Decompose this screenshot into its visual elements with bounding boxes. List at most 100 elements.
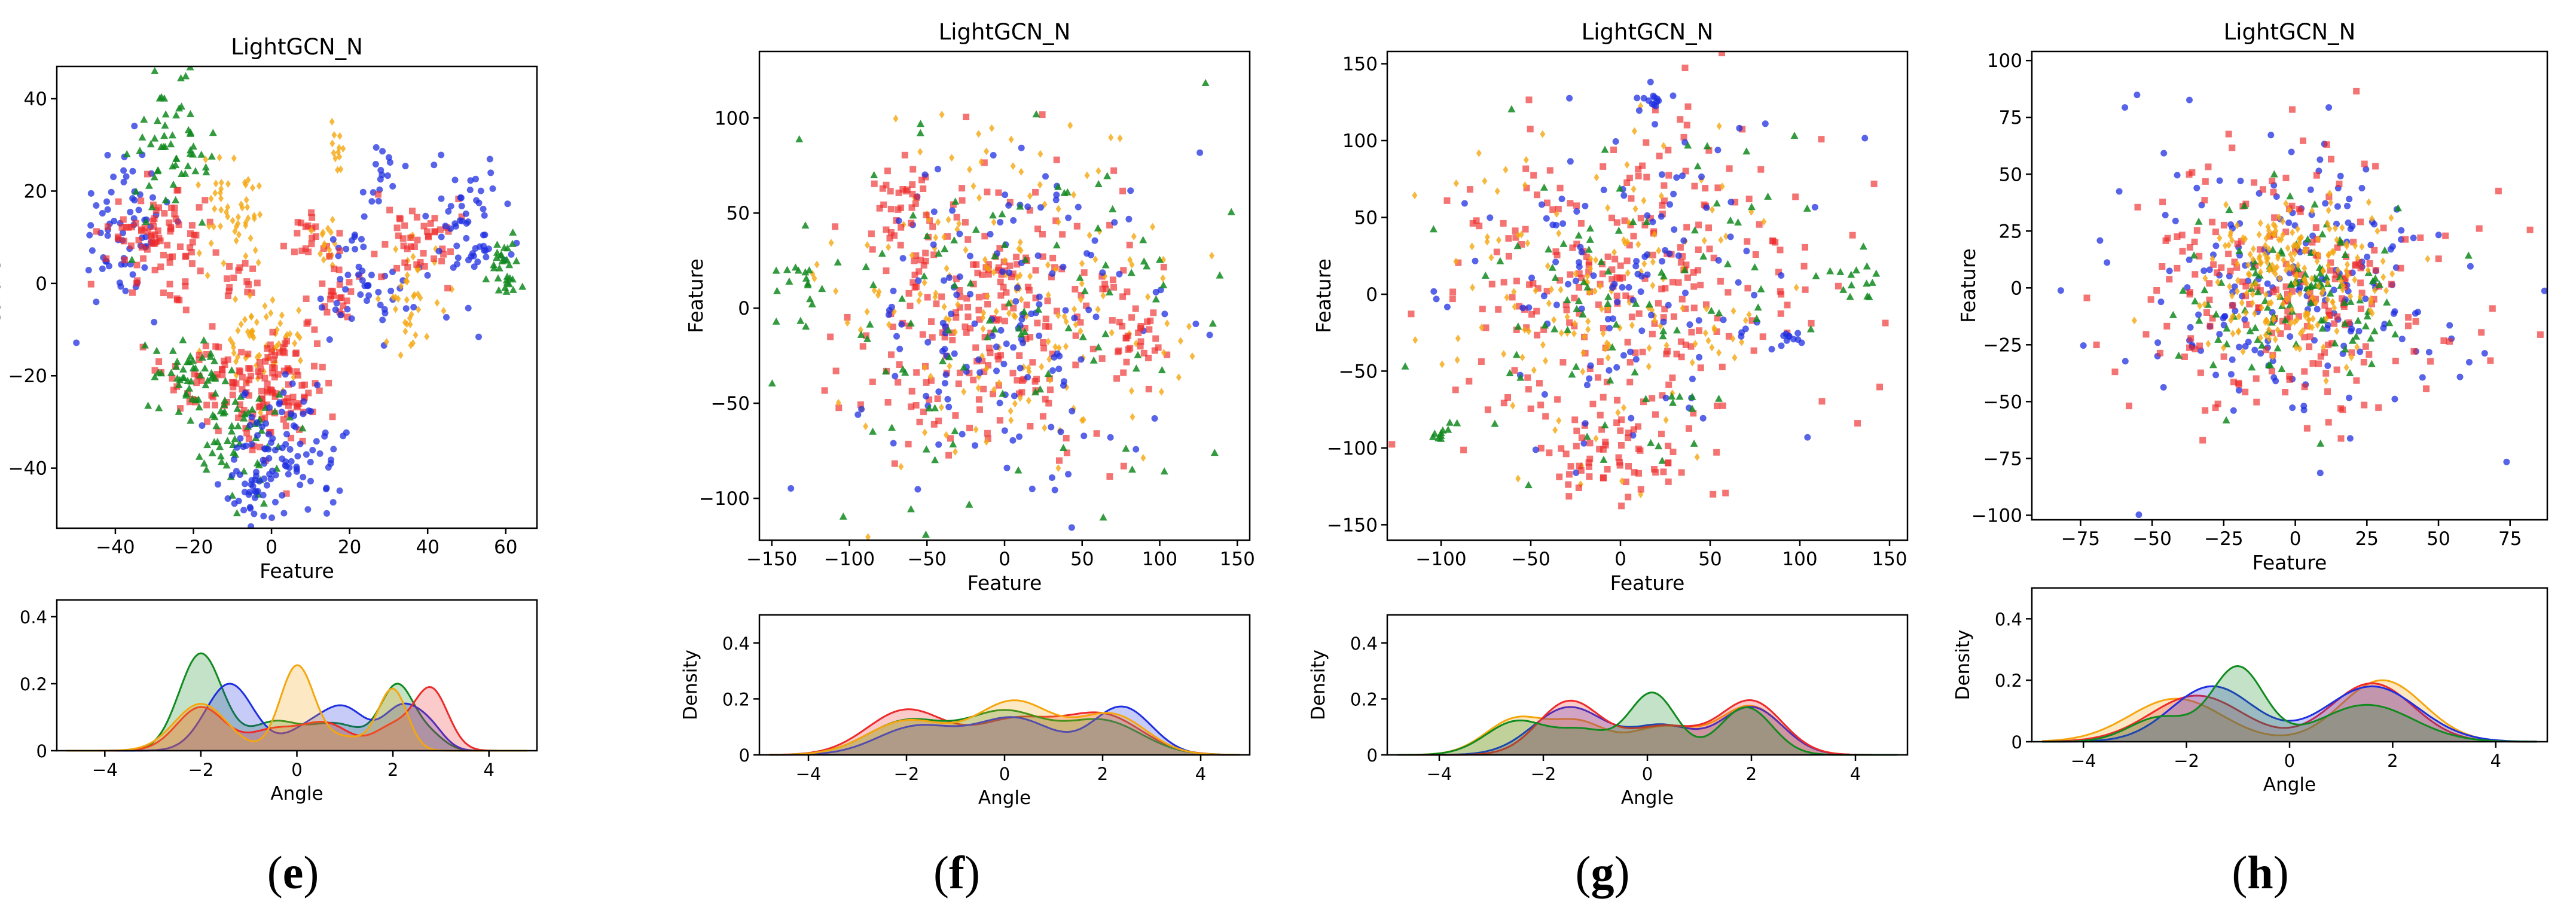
blue-point <box>1116 270 1123 278</box>
blue-point <box>483 254 490 261</box>
blue-point <box>243 442 249 449</box>
orange-point <box>2302 264 2308 273</box>
y-tick-label: 50 <box>727 203 750 224</box>
red-point <box>347 288 355 295</box>
orange-point <box>250 184 255 192</box>
blue-point <box>997 219 1004 226</box>
red-point <box>245 435 252 443</box>
panel-label: (f) <box>933 846 980 898</box>
orange-point <box>398 351 404 360</box>
blue-point <box>443 314 450 321</box>
y-tick-label: −40 <box>8 458 47 480</box>
red-point <box>2178 231 2186 239</box>
blue-point <box>2419 374 2426 381</box>
orange-point <box>2288 250 2294 258</box>
blue-point <box>997 327 1005 334</box>
blue-point <box>2285 219 2293 226</box>
green-point <box>951 426 959 434</box>
red-point <box>2134 203 2141 211</box>
orange-point <box>1571 330 1577 338</box>
red-point <box>144 170 151 178</box>
green-point <box>185 358 194 365</box>
red-point <box>1455 259 1462 266</box>
blue-point <box>127 209 134 215</box>
red-point <box>908 403 915 410</box>
red-point <box>2282 283 2290 290</box>
orange-point <box>2266 265 2272 273</box>
green-point <box>1734 218 1742 226</box>
orange-point <box>2227 282 2233 291</box>
blue-point <box>1051 486 1058 493</box>
red-point <box>1678 354 1685 361</box>
green-point <box>2326 289 2334 297</box>
blue-point <box>1798 339 1805 346</box>
orange-point <box>1552 426 1558 434</box>
red-point <box>1616 275 1623 282</box>
orange-point <box>2287 206 2292 214</box>
red-point <box>2199 437 2206 444</box>
blue-point <box>480 205 487 212</box>
blue-point <box>1060 263 1067 270</box>
red-point <box>2342 276 2349 282</box>
red-point <box>2292 246 2299 253</box>
density-x-axis-label: Angle <box>2263 774 2316 796</box>
red-point <box>1006 199 1014 206</box>
red-point <box>407 243 414 250</box>
red-point <box>2397 264 2404 272</box>
red-point <box>963 114 970 120</box>
red-point <box>2345 319 2352 326</box>
blue-point <box>261 445 268 452</box>
red-point <box>104 223 111 230</box>
blue-point <box>854 411 862 418</box>
red-point <box>215 427 222 434</box>
density-y-axis-label: Density <box>680 650 701 720</box>
blue-point <box>959 431 966 438</box>
green-point <box>1658 268 1666 276</box>
green-point <box>2270 170 2278 178</box>
x-tick-label: −150 <box>746 549 797 570</box>
green-point <box>1101 330 1110 337</box>
red-point <box>1476 223 1483 230</box>
red-point <box>2423 385 2430 392</box>
orange-point <box>949 154 955 162</box>
orange-point <box>941 233 947 241</box>
red-point <box>133 279 140 287</box>
blue-point <box>1675 252 1682 259</box>
blue-point <box>104 151 111 159</box>
orange-point <box>2258 268 2263 276</box>
orange-point <box>1646 362 1652 371</box>
blue-point <box>2195 311 2202 318</box>
red-point <box>984 429 991 437</box>
red-point <box>221 361 228 368</box>
orange-point <box>1018 295 1024 304</box>
red-point <box>1600 474 1607 482</box>
red-point <box>344 313 351 321</box>
red-point <box>917 257 924 264</box>
red-point <box>1145 355 1152 361</box>
orange-point <box>828 239 834 247</box>
orange-density-fill <box>66 665 527 751</box>
y-tick-label: 25 <box>1999 221 2022 242</box>
blue-point <box>2166 267 2173 275</box>
blue-point <box>442 223 449 230</box>
green-point <box>1563 296 1571 303</box>
red-point <box>1537 401 1545 409</box>
blue-point <box>1669 92 1677 99</box>
blue-point <box>317 295 324 303</box>
orange-point <box>2343 240 2349 248</box>
green-point <box>146 140 155 148</box>
red-point <box>407 234 414 241</box>
blue-point <box>2363 166 2370 173</box>
red-point <box>1683 121 1690 129</box>
orange-point <box>328 228 334 236</box>
blue-point <box>966 252 973 260</box>
red-point <box>1577 220 1585 227</box>
red-density-line <box>66 686 527 752</box>
blue-point <box>504 200 511 208</box>
orange-point <box>984 365 990 373</box>
blue-point <box>1632 263 1640 270</box>
orange-point <box>218 185 224 193</box>
blue-point <box>1644 251 1651 258</box>
orange-point <box>1515 231 1521 239</box>
